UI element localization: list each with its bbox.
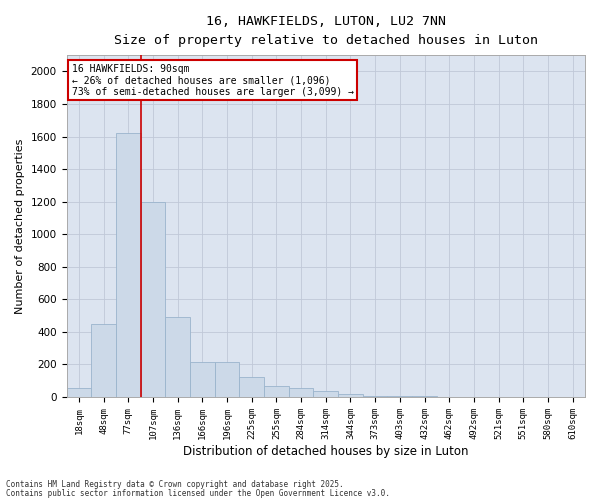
Bar [215, 362, 239, 397]
Bar [239, 378, 264, 397]
Bar [91, 324, 116, 397]
Text: 16 HAWKFIELDS: 90sqm
← 26% of detached houses are smaller (1,096)
73% of semi-de: 16 HAWKFIELDS: 90sqm ← 26% of detached h… [72, 64, 354, 97]
Text: Contains HM Land Registry data © Crown copyright and database right 2025.: Contains HM Land Registry data © Crown c… [6, 480, 344, 489]
X-axis label: Distribution of detached houses by size in Luton: Distribution of detached houses by size … [183, 444, 469, 458]
Bar [67, 388, 91, 397]
Bar [289, 388, 313, 397]
Y-axis label: Number of detached properties: Number of detached properties [15, 138, 25, 314]
Text: Contains public sector information licensed under the Open Government Licence v3: Contains public sector information licen… [6, 490, 390, 498]
Bar [116, 134, 140, 397]
Bar [363, 396, 388, 397]
Bar [388, 396, 412, 397]
Bar [190, 362, 215, 397]
Bar [313, 392, 338, 397]
Bar [338, 394, 363, 397]
Title: 16, HAWKFIELDS, LUTON, LU2 7NN
Size of property relative to detached houses in L: 16, HAWKFIELDS, LUTON, LU2 7NN Size of p… [114, 15, 538, 47]
Bar [140, 202, 165, 397]
Bar [165, 317, 190, 397]
Bar [264, 386, 289, 397]
